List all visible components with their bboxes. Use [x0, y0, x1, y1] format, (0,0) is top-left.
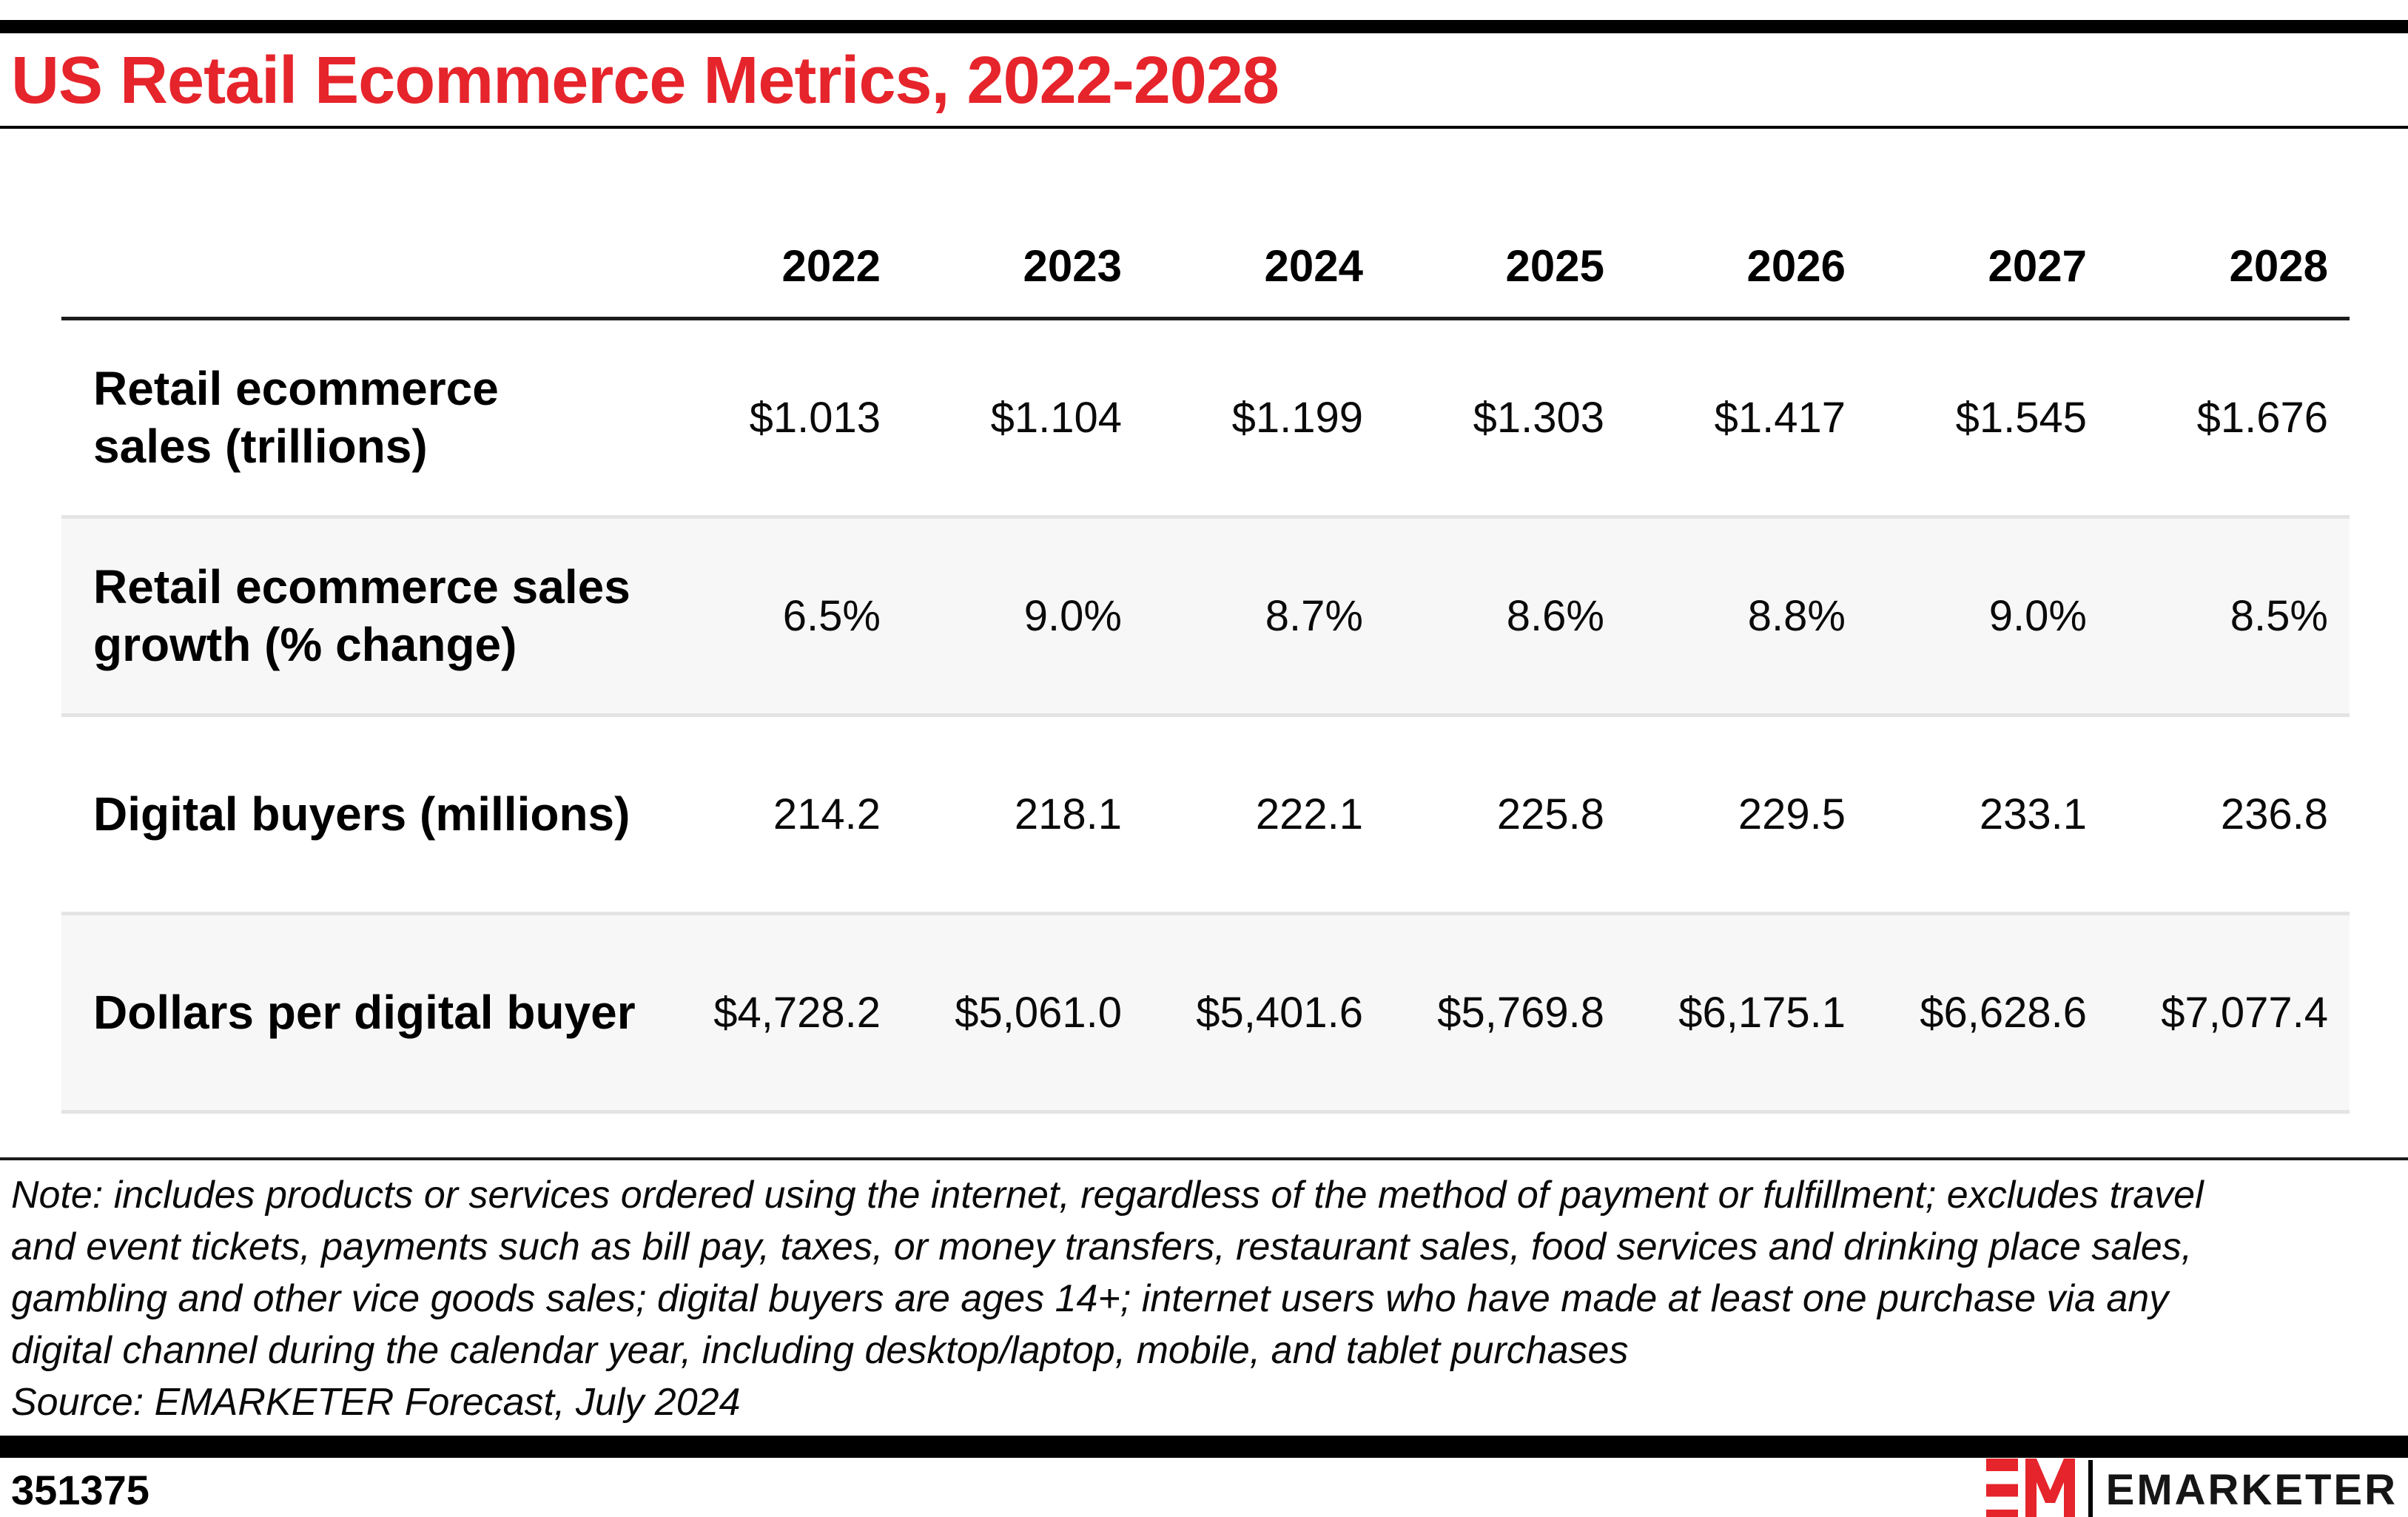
cell-value: 229.5: [1738, 790, 1846, 838]
table-row-dollars-per-buyer: Dollars per digital buyer $4,728.2 $5,06…: [61, 915, 2350, 1114]
row-label: Digital buyers (millions): [93, 787, 630, 841]
cell-value: $1.013: [749, 393, 881, 442]
row-label: Retail ecommerce sales growth (% change): [93, 560, 630, 672]
cell-value: $1.104: [990, 393, 1122, 442]
cell-value: 225.8: [1496, 790, 1604, 838]
logo-wordmark: EMARKETER: [2105, 1466, 2398, 1515]
source-line: Source: EMARKETER Forecast, July 2024: [11, 1380, 741, 1424]
year-header-2022: 2022: [781, 240, 881, 291]
table-row-sales-growth: Retail ecommerce sales growth (% change)…: [61, 518, 2350, 717]
cell-value: 8.6%: [1506, 591, 1604, 640]
page-title: US Retail Ecommerce Metrics, 2022-2028: [11, 44, 1279, 118]
cell-value: $1.417: [1714, 393, 1846, 442]
logo-divider: [2088, 1459, 2093, 1517]
cell-value: $6,175.1: [1678, 988, 1846, 1037]
note-line: digital channel during the calendar year…: [11, 1328, 1629, 1372]
note-divider: [0, 1157, 2408, 1160]
year-header-2023: 2023: [1023, 240, 1122, 291]
note-line: and event tickets, payments such as bill…: [11, 1225, 2193, 1268]
cell-value: 8.5%: [2230, 591, 2328, 640]
row-label: Dollars per digital buyer: [93, 986, 636, 1040]
cell-value: $1.199: [1231, 393, 1363, 442]
table-row-digital-buyers: Digital buyers (millions) 214.2 218.1 22…: [61, 717, 2350, 915]
footer-black-bar: [0, 1435, 2408, 1458]
table-header-row: 2022 2023 2024 2025 2026 2027 2028: [61, 129, 2350, 320]
cell-value: $7,077.4: [2161, 988, 2328, 1037]
cell-value: $5,769.8: [1437, 988, 1604, 1037]
cell-value: 8.8%: [1747, 591, 1846, 640]
year-header-2025: 2025: [1505, 240, 1604, 291]
cell-value: $6,628.6: [1920, 988, 2087, 1037]
footnote-block: Note: includes products or services orde…: [0, 1160, 2408, 1428]
cell-value: $5,401.6: [1196, 988, 1363, 1037]
note-line: gambling and other vice goods sales; dig…: [11, 1276, 2169, 1320]
cell-value: $4,728.2: [713, 988, 881, 1037]
cell-value: $5,061.0: [955, 988, 1122, 1037]
cell-value: $1.545: [1955, 393, 2087, 442]
cell-value: $1.303: [1473, 393, 1604, 442]
cell-value: 222.1: [1255, 790, 1363, 838]
table-row-retail-ecommerce-sales: Retail ecommerce sales (trillions) $1.01…: [61, 320, 2350, 519]
cell-value: 233.1: [1979, 790, 2087, 838]
chart-id: 351375: [11, 1467, 149, 1514]
title-divider: [0, 125, 2408, 129]
year-header-2027: 2027: [1988, 240, 2087, 291]
cell-value: 9.0%: [1988, 591, 2087, 640]
cell-value: $1.676: [2196, 393, 2328, 442]
footer: 351375 EMARKETER: [0, 1458, 2408, 1517]
cell-value: 218.1: [1014, 790, 1122, 838]
cell-value: 8.7%: [1265, 591, 1363, 640]
year-header-2024: 2024: [1264, 240, 1363, 291]
emarketer-logo: EMARKETER: [1985, 1458, 2398, 1517]
emarketer-logo-mark-icon: [1985, 1458, 2075, 1517]
cell-value: 214.2: [773, 790, 881, 838]
row-label: Retail ecommerce sales (trillions): [93, 362, 499, 474]
cell-value: 9.0%: [1023, 591, 1122, 640]
top-black-bar: [0, 20, 2408, 33]
year-header-2026: 2026: [1746, 240, 1846, 291]
metrics-table: 2022 2023 2024 2025 2026 2027 2028 Retai…: [61, 129, 2350, 1114]
cell-value: 6.5%: [782, 591, 881, 640]
year-header-2028: 2028: [2229, 240, 2328, 291]
cell-value: 236.8: [2220, 790, 2328, 838]
note-line: Note: includes products or services orde…: [11, 1173, 2204, 1217]
